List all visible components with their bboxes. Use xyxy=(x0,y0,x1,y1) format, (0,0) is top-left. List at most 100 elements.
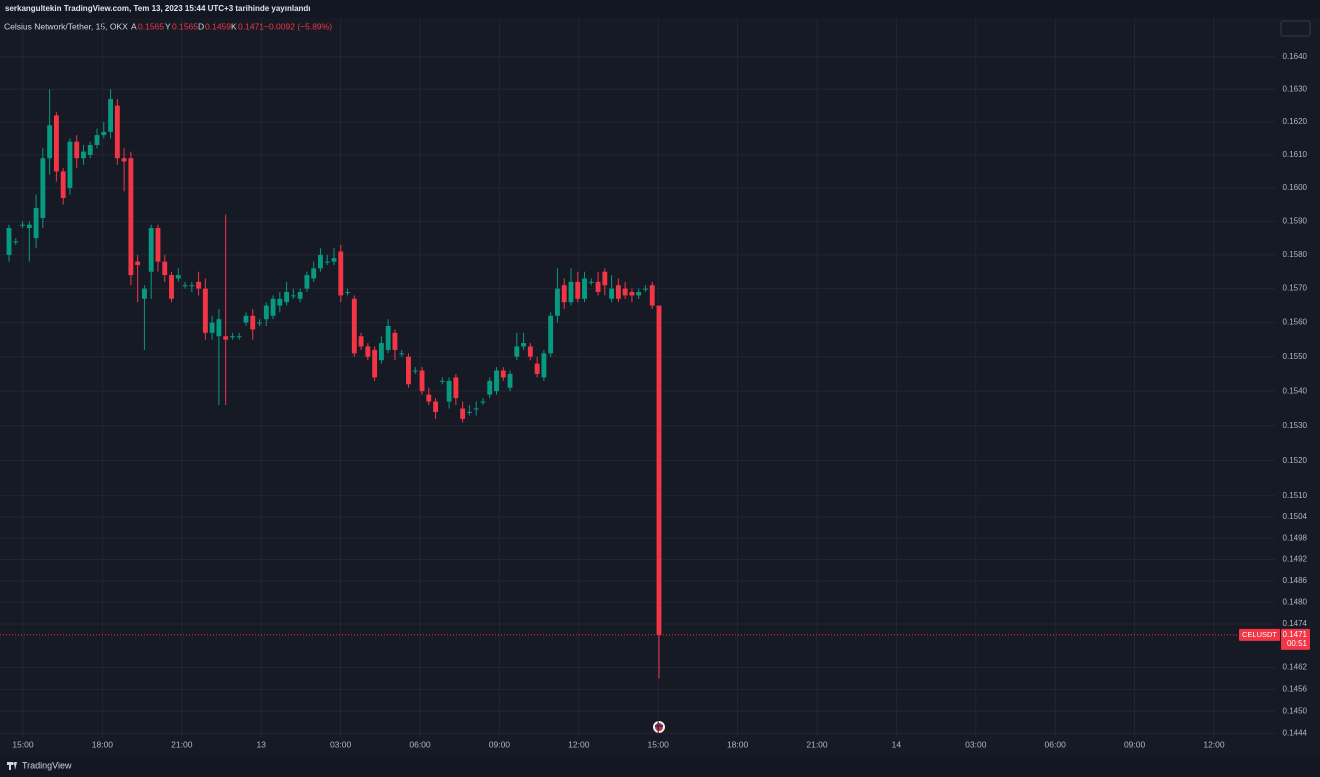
candle-body xyxy=(202,288,208,333)
legend-value: 0.1565 xyxy=(138,21,164,31)
price-label: 0.1471 xyxy=(1283,630,1308,639)
legend-value: 0.1565 xyxy=(172,21,198,31)
y-tick-label: 0.1510 xyxy=(1283,491,1308,500)
candle-body xyxy=(162,261,168,276)
candle-body xyxy=(6,228,12,255)
footer-text: TradingView xyxy=(22,760,72,770)
y-tick-label: 0.1462 xyxy=(1283,663,1308,672)
candle-body xyxy=(392,332,398,350)
x-tick-label: 12:00 xyxy=(568,739,590,749)
candle-body xyxy=(263,305,269,320)
y-tick-label: 0.1456 xyxy=(1283,684,1308,693)
candle-body xyxy=(236,336,242,338)
candle-body xyxy=(507,373,513,388)
candle-body xyxy=(602,271,608,286)
candle-body xyxy=(47,125,53,159)
candle-body xyxy=(487,380,493,395)
settings-button[interactable] xyxy=(1280,20,1311,37)
x-tick-label: 13 xyxy=(256,739,266,749)
y-tick-label: 0.1444 xyxy=(1283,728,1308,737)
candle-body xyxy=(250,315,256,330)
candle-body xyxy=(169,275,174,299)
candle-body xyxy=(412,370,418,372)
event-icon xyxy=(653,721,665,733)
candle-body xyxy=(108,99,113,132)
x-tick-label: 21:00 xyxy=(806,739,828,749)
candle-body xyxy=(426,394,432,402)
legend-key: Y xyxy=(165,21,171,31)
candle-body xyxy=(534,363,540,374)
x-tick-label: 09:00 xyxy=(1124,739,1146,749)
candle-body xyxy=(324,261,330,263)
candle-body xyxy=(270,298,276,316)
candle-body xyxy=(311,268,317,279)
candle-body xyxy=(331,258,337,262)
candle-body xyxy=(20,224,25,226)
footer-bar xyxy=(0,757,1320,777)
y-tick-label: 0.1560 xyxy=(1283,318,1308,327)
y-tick-label: 0.1486 xyxy=(1283,576,1308,585)
x-tick-label: 06:00 xyxy=(1045,739,1067,749)
candle-body xyxy=(209,322,215,333)
candle-body xyxy=(466,411,472,413)
chart-title: Celsius Network/Tether, 15, OKX xyxy=(4,21,128,31)
candle-body xyxy=(141,288,147,299)
candle-body xyxy=(13,241,19,243)
x-tick-label: 09:00 xyxy=(489,739,511,749)
header-text: serkangultekin TradingView.com, Tem 13, … xyxy=(5,4,311,13)
y-tick-label: 0.1504 xyxy=(1283,512,1308,521)
candle-body xyxy=(548,315,554,354)
x-tick-label: 03:00 xyxy=(965,739,987,749)
legend-key: D xyxy=(198,21,204,31)
candle-body xyxy=(128,158,134,276)
y-tick-label: 0.1630 xyxy=(1283,84,1308,93)
candle-body xyxy=(87,144,93,155)
footer-logo xyxy=(7,762,17,770)
candle-body xyxy=(26,224,32,229)
candle-body xyxy=(527,346,533,357)
candle-body xyxy=(555,288,560,316)
candle-body xyxy=(33,207,39,239)
price-label-box xyxy=(1281,628,1310,650)
candle-body xyxy=(189,285,195,287)
legend-value: 0.1459 xyxy=(205,21,231,31)
candle-body xyxy=(561,285,567,303)
change-label: −0.0092 (−5.89%) xyxy=(264,21,332,31)
candle-body xyxy=(74,141,80,159)
candle-body xyxy=(609,288,615,299)
symbol-label: CELUSDT xyxy=(1242,630,1277,639)
candle-body xyxy=(494,370,499,392)
candle-body xyxy=(60,171,66,198)
candle-body xyxy=(277,298,283,306)
candle-body xyxy=(453,377,459,399)
candle-body xyxy=(297,292,303,299)
candle-body xyxy=(40,158,46,218)
candle-body xyxy=(182,285,188,287)
candle-body xyxy=(257,322,262,324)
candle-body xyxy=(588,281,594,283)
candle-body xyxy=(521,343,527,347)
x-tick-label: 18:00 xyxy=(727,739,749,749)
header-bar xyxy=(0,0,1320,18)
candle-body xyxy=(114,105,120,159)
candles xyxy=(6,89,662,679)
candle-body xyxy=(399,353,405,355)
candle-body xyxy=(615,285,621,299)
candle-body xyxy=(101,131,107,136)
x-tick-label: 12:00 xyxy=(1203,739,1225,749)
legend-key: A xyxy=(131,21,137,31)
candle-body xyxy=(155,228,161,262)
candle-body xyxy=(223,336,229,340)
candle-body xyxy=(121,158,127,162)
candle-body xyxy=(290,295,296,297)
candle-body xyxy=(582,278,587,299)
candle-body xyxy=(656,305,662,635)
candle-body xyxy=(216,319,222,337)
candle-body xyxy=(135,261,141,265)
candle-body xyxy=(514,346,520,357)
y-tick-label: 0.1540 xyxy=(1283,386,1308,395)
candle-body xyxy=(304,275,310,289)
candle-body xyxy=(406,356,411,385)
